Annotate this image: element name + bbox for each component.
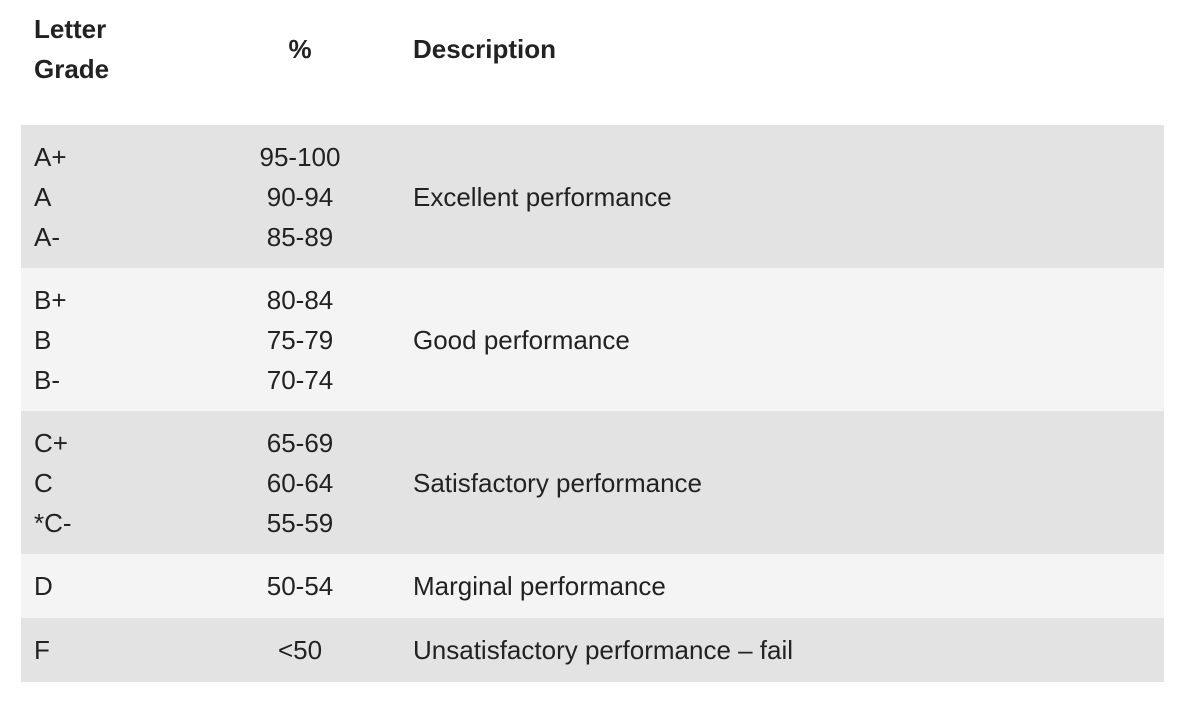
grade-value: B [34,324,52,355]
grade-value: A- [34,221,60,252]
grade-cell: F [34,618,50,682]
percent-value: 60-64 [266,467,334,498]
description-cell: Unsatisfactory performance – fail [413,635,794,665]
description-cell: Satisfactory performance [413,467,703,498]
grade-value: C+ [34,427,68,458]
percent-value: 55-59 [266,507,334,538]
grade-value: B- [34,364,60,395]
grade-cell: A+ A A- [34,125,67,268]
grade-value: D [34,571,53,601]
percent-cell: 95-100 90-94 85-89 [190,125,410,268]
description-cell: Excellent performance [413,181,672,212]
description-cell: Marginal performance [413,571,666,601]
percent-cell: 50-54 [190,554,410,618]
table-header: Letter Grade % Description [0,0,1184,125]
grade-value: B+ [34,284,67,315]
grade-value: A [34,181,52,212]
percent-cell: 80-84 75-79 70-74 [190,268,410,411]
table-row: F <50 Unsatisfactory performance – fail [21,618,1164,682]
percent-cell: <50 [190,618,410,682]
percent-value: 65-69 [266,427,334,458]
grade-cell: C+ C *C- [34,411,72,554]
grade-value: C [34,467,53,498]
header-description: Description [413,34,557,64]
percent-value: 50-54 [266,571,334,601]
percent-value: 75-79 [266,324,334,355]
grade-cell: B+ B B- [34,268,67,411]
percent-value: 90-94 [266,181,334,212]
grade-value: *C- [34,507,72,538]
grade-table-body: A+ A A- 95-100 90-94 85-89 Excellent per… [21,125,1164,682]
percent-value: 85-89 [266,221,334,252]
percent-value: <50 [277,635,323,665]
header-letter-grade-line2: Grade [34,54,110,84]
percent-value: 80-84 [266,284,334,315]
percent-value: 70-74 [266,364,334,395]
description-cell: Good performance [413,324,630,355]
table-row: C+ C *C- 65-69 60-64 55-59 Satisfactory … [21,411,1164,554]
percent-cell: 65-69 60-64 55-59 [190,411,410,554]
table-row: D 50-54 Marginal performance [21,554,1164,618]
grade-value: A+ [34,141,67,172]
grade-cell: D [34,554,53,618]
header-letter-grade: Letter Grade [34,9,109,89]
table-row: A+ A A- 95-100 90-94 85-89 Excellent per… [21,125,1164,268]
percent-value: 95-100 [259,141,341,172]
header-letter-grade-line1: Letter [34,14,107,44]
grade-value: F [34,635,50,665]
header-percent: % [288,34,312,64]
table-row: B+ B B- 80-84 75-79 70-74 Good performan… [21,268,1164,411]
